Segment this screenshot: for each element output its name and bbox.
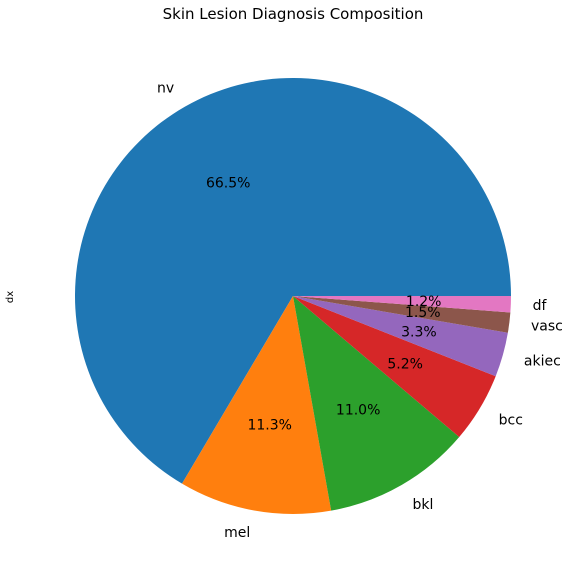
slice-percent-bcc: 5.2%	[387, 356, 423, 372]
slice-label-df: df	[533, 298, 548, 314]
slice-label-nv: nv	[157, 81, 174, 97]
pie-slice-df	[293, 296, 511, 313]
slice-label-bkl: bkl	[412, 497, 433, 513]
slice-label-vasc: vasc	[531, 318, 563, 334]
pie-slice-bcc	[293, 296, 496, 438]
pie-labels: nv 66.5% mel 11.3% bkl 11.0% bcc 5.2% akiec 3.3% v…	[157, 81, 563, 541]
slice-percent-df: 1.2%	[406, 294, 442, 310]
slice-label-mel: mel	[224, 525, 250, 541]
pie-slices	[74, 77, 511, 515]
pie-slice-mel	[182, 296, 332, 515]
y-axis-label: dx	[5, 291, 16, 303]
slice-percent-mel: 11.3%	[247, 418, 291, 434]
pie-slice-akiec	[293, 296, 508, 377]
chart-title: Skin Lesion Diagnosis Composition	[163, 5, 424, 23]
slice-label-bcc: bcc	[499, 412, 523, 428]
slice-percent-bkl: 11.0%	[336, 402, 380, 418]
pie-slice-vasc	[293, 296, 511, 333]
pie-slice-bkl	[293, 296, 460, 511]
pie-slice-nv	[74, 77, 511, 484]
slice-percent-nv: 66.5%	[206, 175, 250, 191]
slice-percent-vasc: 1.5%	[405, 305, 441, 321]
slice-label-akiec: akiec	[524, 354, 561, 370]
slice-percent-akiec: 3.3%	[401, 324, 437, 340]
